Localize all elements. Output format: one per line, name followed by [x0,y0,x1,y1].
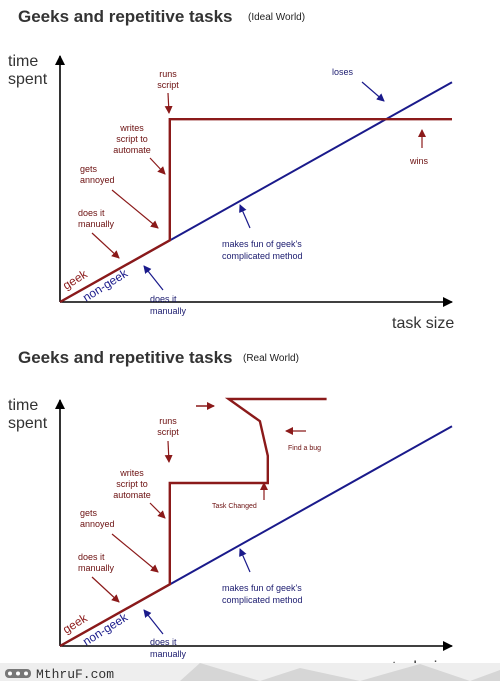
annotation-manual-nongeek-line-1: does it [150,637,177,647]
footer-texture [180,663,500,681]
annotation-gets-annoyed-arrow [111,189,159,229]
annotation-manual-nongeek-line-2: manually [150,649,187,659]
annotation-manual-geek-arrow [91,232,120,259]
chart-title: Geeks and repetitive tasks [18,348,233,367]
annotation-gets-annoyed-line-1: gets [80,164,98,174]
chart-subtitle: (Real World) [243,353,299,364]
annotation-task-changed-text: Task Changed [212,503,257,510]
annotation-manual-geek-line-1: does it [78,552,105,562]
series-geek-line [59,117,452,304]
annotation-does-it-manually-nongeek: does it manually [143,265,187,316]
annotation-manual-nongeek-line-2: manually [150,306,187,316]
annotation-writes-script-arrow [149,157,166,175]
annotation-loses: loses [332,67,385,102]
annotation-wins: wins [409,129,429,166]
annotation-wins-text: wins [409,156,429,166]
annotation-manual-nongeek-arrow [143,609,164,635]
annotation-writes-script-line-2: script to [116,479,148,489]
annotation-makes-fun-arrow [239,204,251,229]
annotation-runs-script-line-1: runs [159,416,177,426]
annotation-writes-script: writes script to automate [113,468,166,519]
y-axis-label-line-2: spent [8,415,48,432]
annotation-runs-script-line-1: runs [159,69,177,79]
annotation-manual-geek-line-2: manually [78,563,115,573]
annotation-writes-script-line-1: writes [119,468,144,478]
annotation-loses-arrow [361,81,385,102]
annotation-find-a-bug: Find a bug [285,427,321,452]
annotation-loses-text: loses [332,67,354,77]
annotation-writes-script-line-3: automate [113,490,151,500]
annotation-runs-script: runs script [157,69,179,114]
y-axis-label-line-2: spent [8,71,48,88]
annotation-find-a-bug-text: Find a bug [288,445,321,452]
y-axis-label-line-1: time [8,397,38,414]
annotation-task-changed: Task Changed [212,482,268,510]
annotation-runs-script-arrow [164,440,173,463]
annotation-writes-script: writes script to automate [113,123,166,175]
annotation-gets-annoyed-line-1: gets [80,508,98,518]
annotation-writes-script-line-3: automate [113,145,151,155]
chart-title: Geeks and repetitive tasks [18,7,233,26]
annotation-makes-fun-line-2: complicated method [222,595,303,605]
annotation-does-it-manually-nongeek: does it manually [143,609,187,659]
annotation-manual-nongeek-line-1: does it [150,294,177,304]
footer-background [0,663,500,681]
series-geek-line [59,397,327,648]
panel-real-world: Geeks and repetitive tasks (Real World) … [8,348,454,676]
annotation-manual-geek-line-2: manually [78,219,115,229]
annotation-makes-fun-line-1: makes fun of geek's [222,239,302,249]
watermark-text: MthruF.com [36,667,114,681]
annotation-runs-script-line-2: script [157,427,179,437]
annotation-runs-script-line-2: script [157,80,179,90]
panel-ideal-world: Geeks and repetitive tasks (Ideal World)… [8,7,454,332]
annotation-runs-script: runs script [157,402,215,463]
annotation-manual-geek-line-1: does it [78,208,105,218]
annotation-runs-script-arrow [164,92,173,114]
annotation-makes-fun-line-2: complicated method [222,251,303,261]
footer-strip: MthruF.com [0,663,500,681]
annotation-does-it-manually-geek: does it manually [78,208,120,259]
annotation-gets-annoyed-arrow [111,533,159,573]
chart-subtitle: (Ideal World) [248,12,305,23]
annotation-writes-script-arrow [149,502,166,519]
annotation-gets-annoyed: gets annoyed [80,508,159,573]
annotation-gets-annoyed: gets annoyed [80,164,159,229]
annotation-does-it-manually-geek: does it manually [78,552,120,603]
annotation-makes-fun: makes fun of geek's complicated method [222,204,303,261]
annotation-writes-script-line-1: writes [119,123,144,133]
annotation-makes-fun-line-1: makes fun of geek's [222,583,302,593]
annotation-makes-fun: makes fun of geek's complicated method [222,548,303,605]
annotation-gets-annoyed-line-2: annoyed [80,519,115,529]
annotation-makes-fun-arrow [239,548,251,573]
y-axis-label-line-1: time [8,53,38,70]
annotation-manual-nongeek-arrow [143,265,164,291]
x-axis-label: task size [392,315,454,332]
annotation-gets-annoyed-line-2: annoyed [80,175,115,185]
watermark-logo-icon [5,669,31,678]
annotation-manual-geek-arrow [91,576,120,603]
annotation-writes-script-line-2: script to [116,134,148,144]
